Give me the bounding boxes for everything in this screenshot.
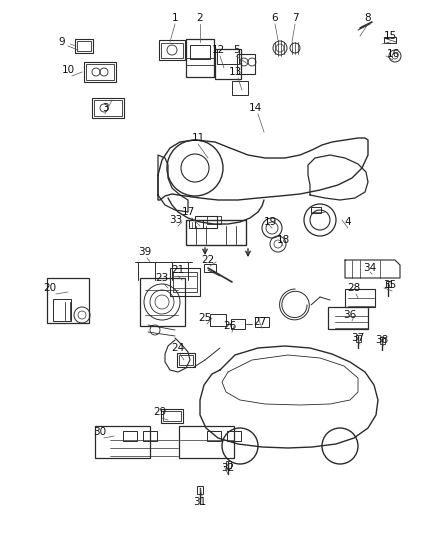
Bar bbox=[255, 317, 269, 327]
Text: 4: 4 bbox=[345, 217, 351, 227]
Text: 2: 2 bbox=[197, 13, 203, 23]
Text: 23: 23 bbox=[155, 273, 169, 283]
Text: 39: 39 bbox=[138, 247, 152, 257]
Bar bbox=[143, 431, 157, 441]
Text: 37: 37 bbox=[351, 333, 364, 343]
Text: 34: 34 bbox=[364, 263, 377, 273]
Bar bbox=[170, 268, 200, 296]
Text: 8: 8 bbox=[365, 13, 371, 23]
Bar bbox=[385, 281, 391, 287]
Bar bbox=[177, 353, 195, 367]
Text: 19: 19 bbox=[263, 217, 277, 227]
Bar bbox=[163, 411, 181, 421]
Bar bbox=[47, 278, 89, 322]
Text: 14: 14 bbox=[248, 103, 261, 113]
Bar bbox=[379, 336, 385, 343]
Bar bbox=[204, 264, 216, 272]
Text: 33: 33 bbox=[170, 215, 183, 225]
Text: 22: 22 bbox=[201, 255, 215, 265]
Bar bbox=[207, 431, 221, 441]
Text: 26: 26 bbox=[223, 321, 237, 331]
Bar bbox=[197, 486, 203, 494]
Bar bbox=[217, 49, 239, 63]
Bar bbox=[123, 431, 137, 441]
Bar bbox=[77, 41, 91, 51]
Bar bbox=[161, 43, 183, 58]
Bar bbox=[231, 319, 245, 329]
Text: 32: 32 bbox=[221, 463, 235, 473]
Bar bbox=[139, 278, 184, 326]
Bar bbox=[84, 62, 116, 82]
Bar bbox=[179, 355, 193, 365]
Text: 28: 28 bbox=[347, 283, 360, 293]
Text: 11: 11 bbox=[191, 133, 205, 143]
Bar bbox=[189, 220, 203, 228]
Text: 25: 25 bbox=[198, 313, 212, 323]
Bar bbox=[384, 37, 396, 43]
Text: 12: 12 bbox=[212, 45, 225, 55]
Text: 36: 36 bbox=[343, 310, 357, 320]
Bar bbox=[207, 216, 221, 224]
Bar bbox=[227, 431, 241, 441]
Text: 18: 18 bbox=[276, 235, 290, 245]
Bar bbox=[356, 335, 360, 342]
Bar bbox=[179, 426, 233, 458]
Bar bbox=[95, 426, 149, 458]
Text: 27: 27 bbox=[253, 317, 267, 327]
Text: 29: 29 bbox=[153, 407, 166, 417]
Bar bbox=[345, 289, 375, 307]
Bar bbox=[190, 45, 210, 59]
Text: 21: 21 bbox=[171, 265, 185, 275]
Text: 38: 38 bbox=[375, 335, 389, 345]
Bar bbox=[210, 314, 226, 326]
Text: 15: 15 bbox=[383, 31, 397, 41]
Bar bbox=[53, 299, 71, 321]
Text: 3: 3 bbox=[102, 103, 108, 113]
Text: 30: 30 bbox=[93, 427, 106, 437]
Bar bbox=[237, 54, 255, 74]
Bar bbox=[232, 81, 248, 95]
Bar bbox=[186, 39, 214, 77]
Text: 13: 13 bbox=[228, 67, 242, 77]
Bar bbox=[94, 100, 122, 116]
Bar bbox=[92, 98, 124, 118]
Text: 31: 31 bbox=[193, 497, 207, 507]
Bar bbox=[173, 272, 197, 292]
Bar bbox=[75, 39, 93, 53]
Bar bbox=[86, 64, 114, 80]
Text: 20: 20 bbox=[43, 283, 57, 293]
Bar bbox=[186, 220, 246, 245]
Bar bbox=[311, 207, 321, 213]
Text: 6: 6 bbox=[272, 13, 278, 23]
Bar bbox=[159, 40, 185, 60]
Text: 9: 9 bbox=[59, 37, 65, 47]
Bar bbox=[328, 307, 368, 329]
Bar bbox=[161, 409, 183, 423]
Text: 10: 10 bbox=[61, 65, 74, 75]
Text: 5: 5 bbox=[233, 45, 239, 55]
Text: 7: 7 bbox=[292, 13, 298, 23]
Text: 17: 17 bbox=[181, 207, 194, 217]
Bar bbox=[226, 461, 230, 467]
Bar bbox=[215, 49, 241, 79]
Text: 24: 24 bbox=[171, 343, 185, 353]
Text: 35: 35 bbox=[383, 280, 397, 290]
Text: 16: 16 bbox=[386, 49, 399, 59]
Text: 1: 1 bbox=[172, 13, 178, 23]
Bar bbox=[195, 216, 217, 228]
